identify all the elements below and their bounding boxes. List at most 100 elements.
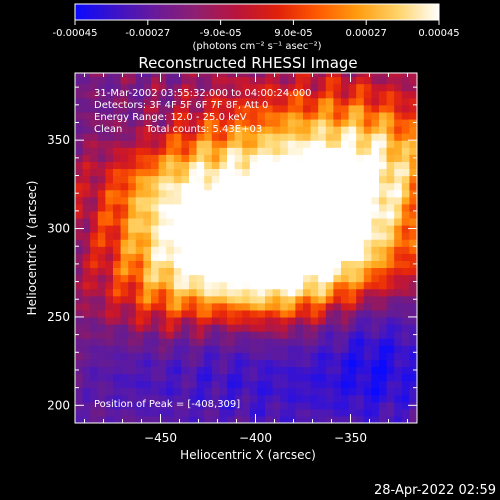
heatmap-cell: [318, 182, 327, 191]
heatmap-cell: [189, 104, 198, 113]
heatmap-cell: [196, 90, 205, 99]
heatmap-cell: [105, 104, 114, 113]
heatmap-cell: [409, 345, 417, 353]
heatmap-cell: [371, 267, 380, 276]
heatmap-cell: [401, 352, 410, 360]
heatmap-cell: [386, 295, 395, 304]
heatmap-cell: [333, 324, 342, 332]
heatmap-cell: [173, 267, 182, 276]
heatmap-cell: [265, 97, 274, 106]
heatmap-cell: [341, 345, 350, 353]
heatmap-cell: [333, 161, 342, 170]
heatmap-cell: [265, 225, 274, 233]
heatmap-cell: [97, 394, 106, 403]
heatmap-cell: [173, 154, 182, 162]
heatmap-cell: [394, 118, 403, 127]
heatmap-cell: [280, 161, 289, 170]
heatmap-cell: [120, 316, 129, 325]
heatmap-cell: [272, 324, 281, 332]
heatmap-cell: [211, 288, 220, 297]
heatmap-cell: [166, 309, 175, 318]
heatmap-cell: [135, 302, 144, 311]
heatmap-cell: [272, 246, 281, 254]
heatmap-cell: [128, 182, 137, 191]
heatmap-cell: [409, 415, 417, 423]
heatmap-cell: [113, 111, 122, 120]
heatmap-cell: [356, 415, 365, 423]
heatmap-cell: [280, 118, 289, 127]
heatmap-cell: [151, 415, 160, 423]
heatmap-cell: [105, 175, 114, 184]
heatmap-cell: [363, 338, 372, 346]
heatmap-cell: [242, 104, 251, 113]
heatmap-cell: [318, 373, 327, 382]
heatmap-cell: [379, 196, 388, 205]
heatmap-cell: [394, 133, 403, 141]
heatmap-cell: [242, 73, 251, 78]
heatmap-cell: [211, 394, 220, 403]
heatmap-cell: [151, 168, 160, 177]
heatmap-cell: [401, 246, 410, 254]
heatmap-cell: [303, 345, 312, 353]
heatmap-cell: [333, 97, 342, 106]
heatmap-cell: [166, 140, 175, 148]
heatmap-cell: [287, 309, 296, 318]
heatmap-cell: [90, 175, 99, 184]
heatmap-cell: [371, 246, 380, 254]
heatmap-cell: [272, 408, 281, 417]
heatmap-cell: [204, 246, 213, 254]
heatmap-cell: [249, 210, 258, 219]
heatmap-cell: [227, 210, 236, 219]
heatmap-cell: [219, 73, 228, 78]
heatmap-cell: [105, 331, 114, 339]
heatmap-cell: [204, 295, 213, 304]
heatmap-cell: [135, 331, 144, 339]
heatmap-cell: [409, 133, 417, 141]
heatmap-cell: [90, 246, 99, 254]
heatmap-cell: [75, 210, 84, 219]
heatmap-cell: [151, 196, 160, 205]
heatmap-cell: [295, 189, 304, 198]
heatmap-cell: [196, 111, 205, 120]
heatmap-cell: [75, 295, 84, 304]
heatmap-cell: [257, 196, 266, 205]
heatmap-cell: [386, 359, 395, 368]
heatmap-cell: [363, 387, 372, 396]
heatmap-cell: [333, 331, 342, 339]
heatmap-cell: [257, 274, 266, 283]
heatmap-cell: [113, 196, 122, 205]
heatmap-cell: [265, 232, 274, 240]
heatmap-cell: [280, 331, 289, 339]
heatmap-cell: [204, 274, 213, 283]
heatmap-cell: [371, 295, 380, 304]
heatmap-cell: [356, 246, 365, 254]
heatmap-cell: [196, 316, 205, 325]
heatmap-cell: [227, 373, 236, 382]
heatmap-cell: [287, 302, 296, 311]
heatmap-cell: [90, 295, 99, 304]
heatmap-cell: [348, 387, 357, 396]
heatmap-cell: [90, 415, 99, 423]
heatmap-cell: [325, 203, 334, 212]
heatmap-cell: [249, 415, 258, 423]
heatmap-cell: [318, 118, 327, 127]
heatmap-cell: [348, 401, 357, 410]
heatmap-cell: [234, 401, 243, 410]
heatmap-cell: [97, 331, 106, 339]
heatmap-cell: [151, 175, 160, 184]
heatmap-cell: [379, 331, 388, 339]
heatmap-cell: [386, 147, 395, 155]
heatmap-cell: [303, 401, 312, 410]
heatmap-cell: [249, 182, 258, 191]
heatmap-cell: [189, 359, 198, 368]
heatmap-cell: [234, 154, 243, 162]
heatmap-cell: [363, 331, 372, 339]
heatmap-cell: [401, 232, 410, 240]
heatmap-cell: [143, 104, 152, 113]
heatmap-cell: [272, 288, 281, 297]
heatmap-cell: [97, 97, 106, 106]
heatmap-cell: [158, 281, 167, 290]
heatmap-cell: [272, 387, 281, 396]
heatmap-cell: [82, 76, 91, 85]
heatmap-cell: [386, 253, 395, 261]
